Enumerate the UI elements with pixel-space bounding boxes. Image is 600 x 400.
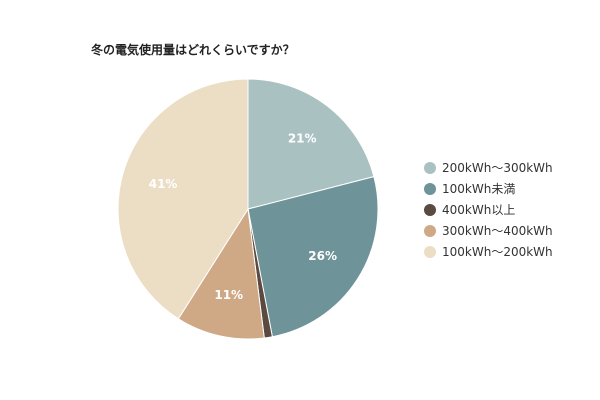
legend-item-1[interactable]: 100kWh未満 [424, 178, 553, 199]
chart-title: 冬の電気使用量はどれくらいですか？ [91, 43, 295, 57]
legend-label-2: 400kWh以上 [442, 203, 516, 217]
legend-label-1: 100kWh未満 [442, 182, 516, 196]
legend-label-4: 100kWh～200kWh [442, 245, 553, 259]
legend-item-2[interactable]: 400kWh以上 [424, 199, 553, 220]
pie-slice-0 [247, 78, 375, 210]
legend-label-3: 300kWh～400kWh [442, 224, 553, 238]
chart-legend: 200kWh～300kWh 100kWh未満 400kWh以上 300kWh～400k… [424, 157, 553, 262]
legend-item-0[interactable]: 200kWh～300kWh [424, 157, 553, 178]
legend-swatch-1 [424, 182, 436, 195]
legend-swatch-3 [424, 224, 436, 237]
legend-item-4[interactable]: 100kWh～200kWh [424, 241, 553, 262]
slice-data-label-0: 21% [288, 132, 317, 146]
legend-swatch-4 [424, 245, 436, 258]
legend-item-3[interactable]: 300kWh～400kWh [424, 220, 553, 241]
legend-swatch-2 [424, 203, 436, 216]
pie-slice-4 [117, 78, 249, 320]
slice-data-label-3: 11% [214, 288, 243, 302]
slice-data-label-4: 41% [149, 177, 178, 191]
slice-data-label-1: 26% [308, 249, 337, 263]
pie-slice-1 [247, 176, 379, 338]
legend-label-0: 200kWh～300kWh [442, 161, 553, 175]
pie-slice-3 [177, 207, 265, 340]
legend-swatch-0 [424, 161, 436, 174]
